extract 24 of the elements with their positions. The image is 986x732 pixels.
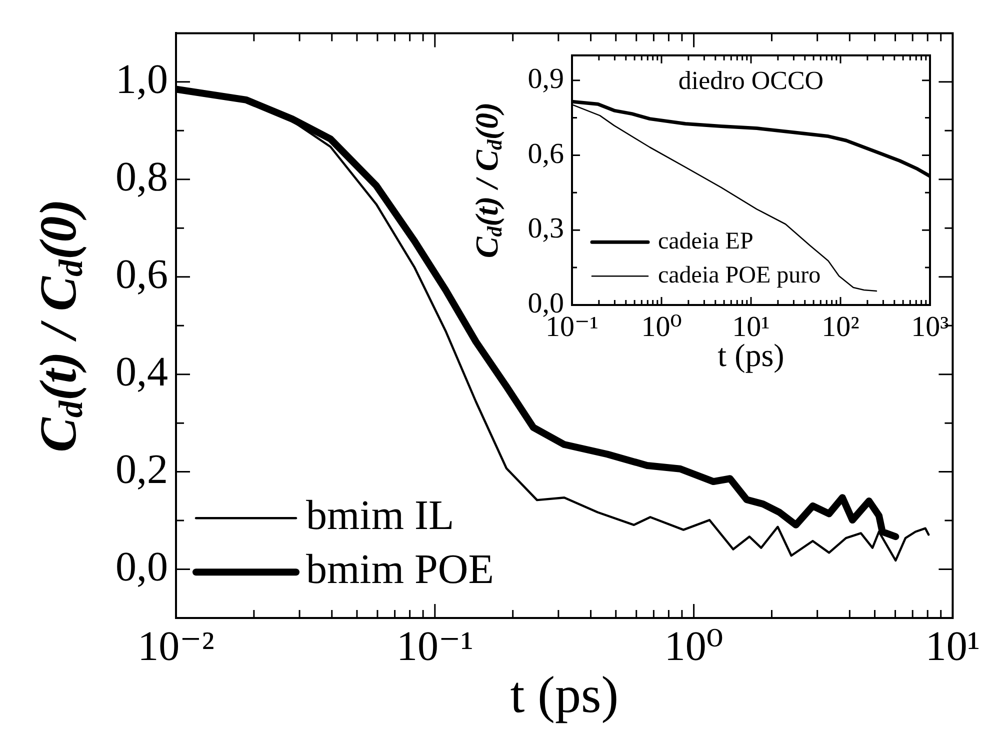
legend-label: bmim IL bbox=[306, 493, 454, 540]
legend-label: bmim POE bbox=[306, 547, 494, 594]
x-tick-label: 10⁻¹ bbox=[396, 624, 474, 670]
legend-label: cadeia EP bbox=[658, 228, 754, 254]
x-tick-label: 10⁻² bbox=[138, 624, 214, 670]
y-tick-label: 0,0 bbox=[116, 544, 168, 590]
x-tick-label: 10³ bbox=[911, 311, 950, 344]
y-axis-title: Cd(t) / Cd(0) bbox=[30, 198, 90, 452]
y-tick-label: 0,9 bbox=[528, 62, 564, 95]
legend-label: cadeia POE puro bbox=[658, 262, 821, 288]
y-tick-label: 0,2 bbox=[116, 446, 168, 493]
x-tick-label: 10¹ bbox=[925, 624, 980, 670]
y-tick-label: 0,3 bbox=[528, 212, 564, 245]
y-tick-label: 0,4 bbox=[116, 349, 168, 396]
y-tick-label: 1,0 bbox=[116, 56, 168, 103]
x-tick-label: 10⁰ bbox=[641, 311, 682, 344]
chart-title: diedro OCCO bbox=[678, 66, 824, 96]
x-tick-label: 10⁰ bbox=[664, 624, 724, 670]
y-tick-label: 0,8 bbox=[116, 154, 168, 200]
y-tick-label: 0,6 bbox=[528, 138, 564, 170]
y-axis-title: Cd(t) / Cd(0) bbox=[468, 102, 506, 258]
x-axis-title: t (ps) bbox=[510, 667, 619, 724]
y-tick-label: 0,6 bbox=[116, 252, 168, 298]
x-tick-label: 10² bbox=[822, 311, 860, 344]
